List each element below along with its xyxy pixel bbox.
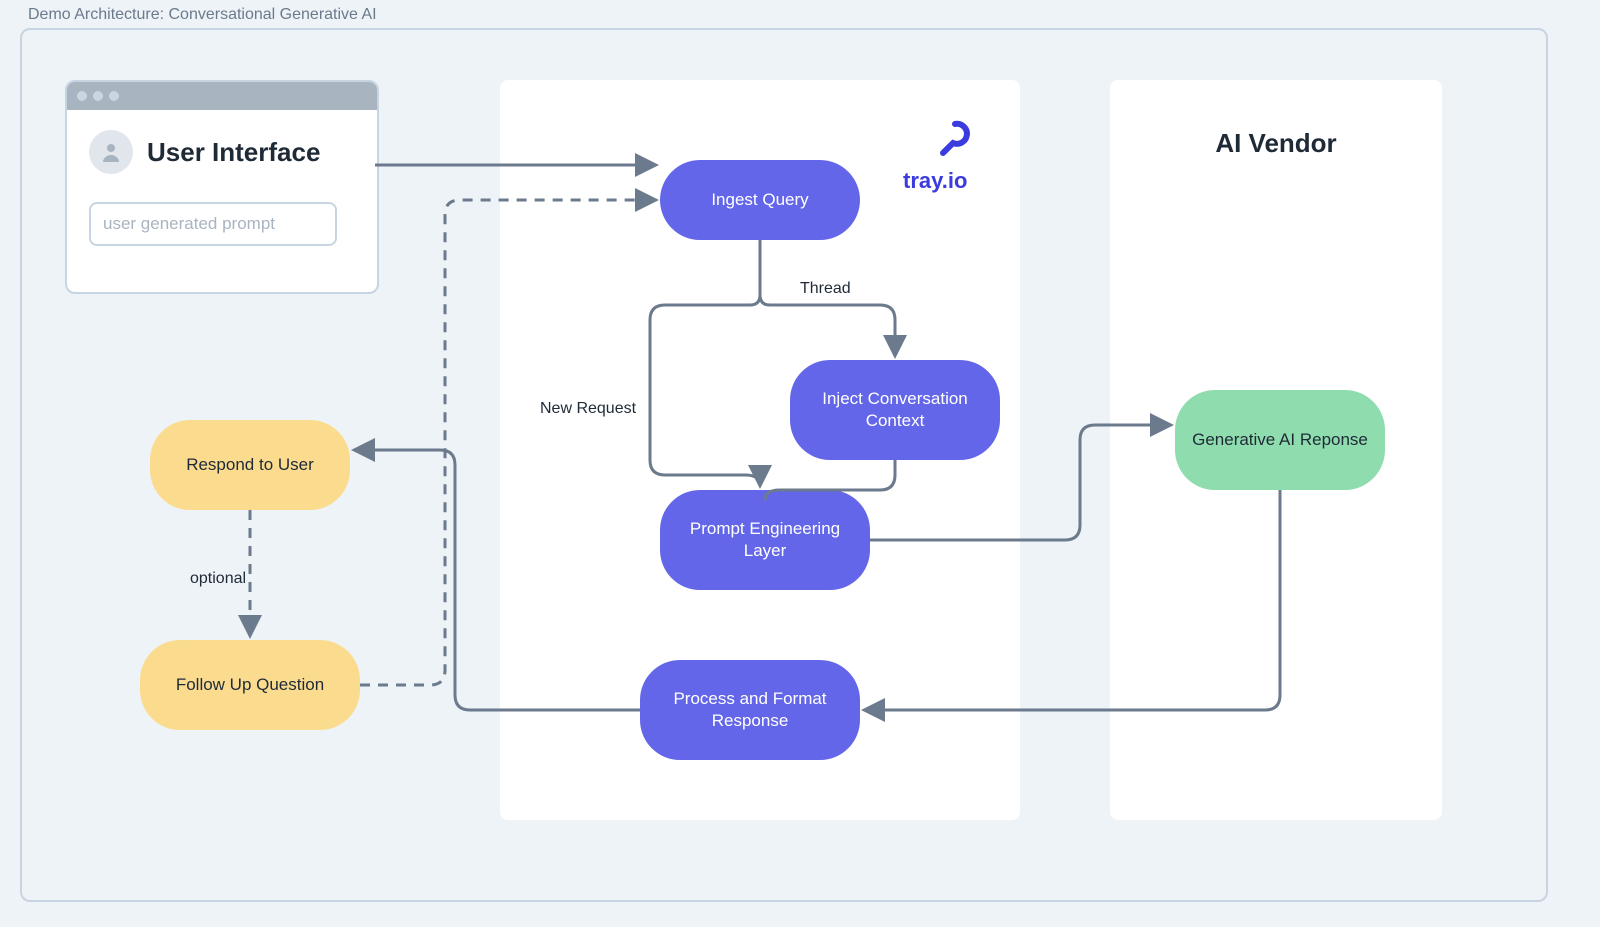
user-avatar-icon [89,130,133,174]
prompt-input-placeholder: user generated prompt [89,202,337,246]
node-respond-user: Respond to User [150,420,350,510]
window-titlebar [67,82,377,110]
window-dot-icon [109,91,119,101]
tray-logo-icon [903,116,983,176]
node-process-response: Process and Format Response [640,660,860,760]
node-inject-context: Inject Conversation Context [790,360,1000,460]
edge-label-optional: optional [190,570,246,588]
node-prompt-layer: Prompt Engineering Layer [660,490,870,590]
user-interface-card: User Interface user generated prompt [65,80,379,294]
node-ingest-query: Ingest Query [660,160,860,240]
vendor-title: AI Vendor [1110,128,1442,159]
diagram-canvas: Demo Architecture: Conversational Genera… [0,0,1600,927]
ui-card-title: User Interface [147,137,320,168]
frame-title: Demo Architecture: Conversational Genera… [24,6,381,24]
edge-label-new-request: New Request [540,400,636,418]
window-dot-icon [77,91,87,101]
tray-logo: tray.io [903,116,983,194]
node-generative-ai: Generative AI Reponse [1175,390,1385,490]
window-dot-icon [93,91,103,101]
edge-label-thread: Thread [800,280,851,298]
node-follow-up: Follow Up Question [140,640,360,730]
